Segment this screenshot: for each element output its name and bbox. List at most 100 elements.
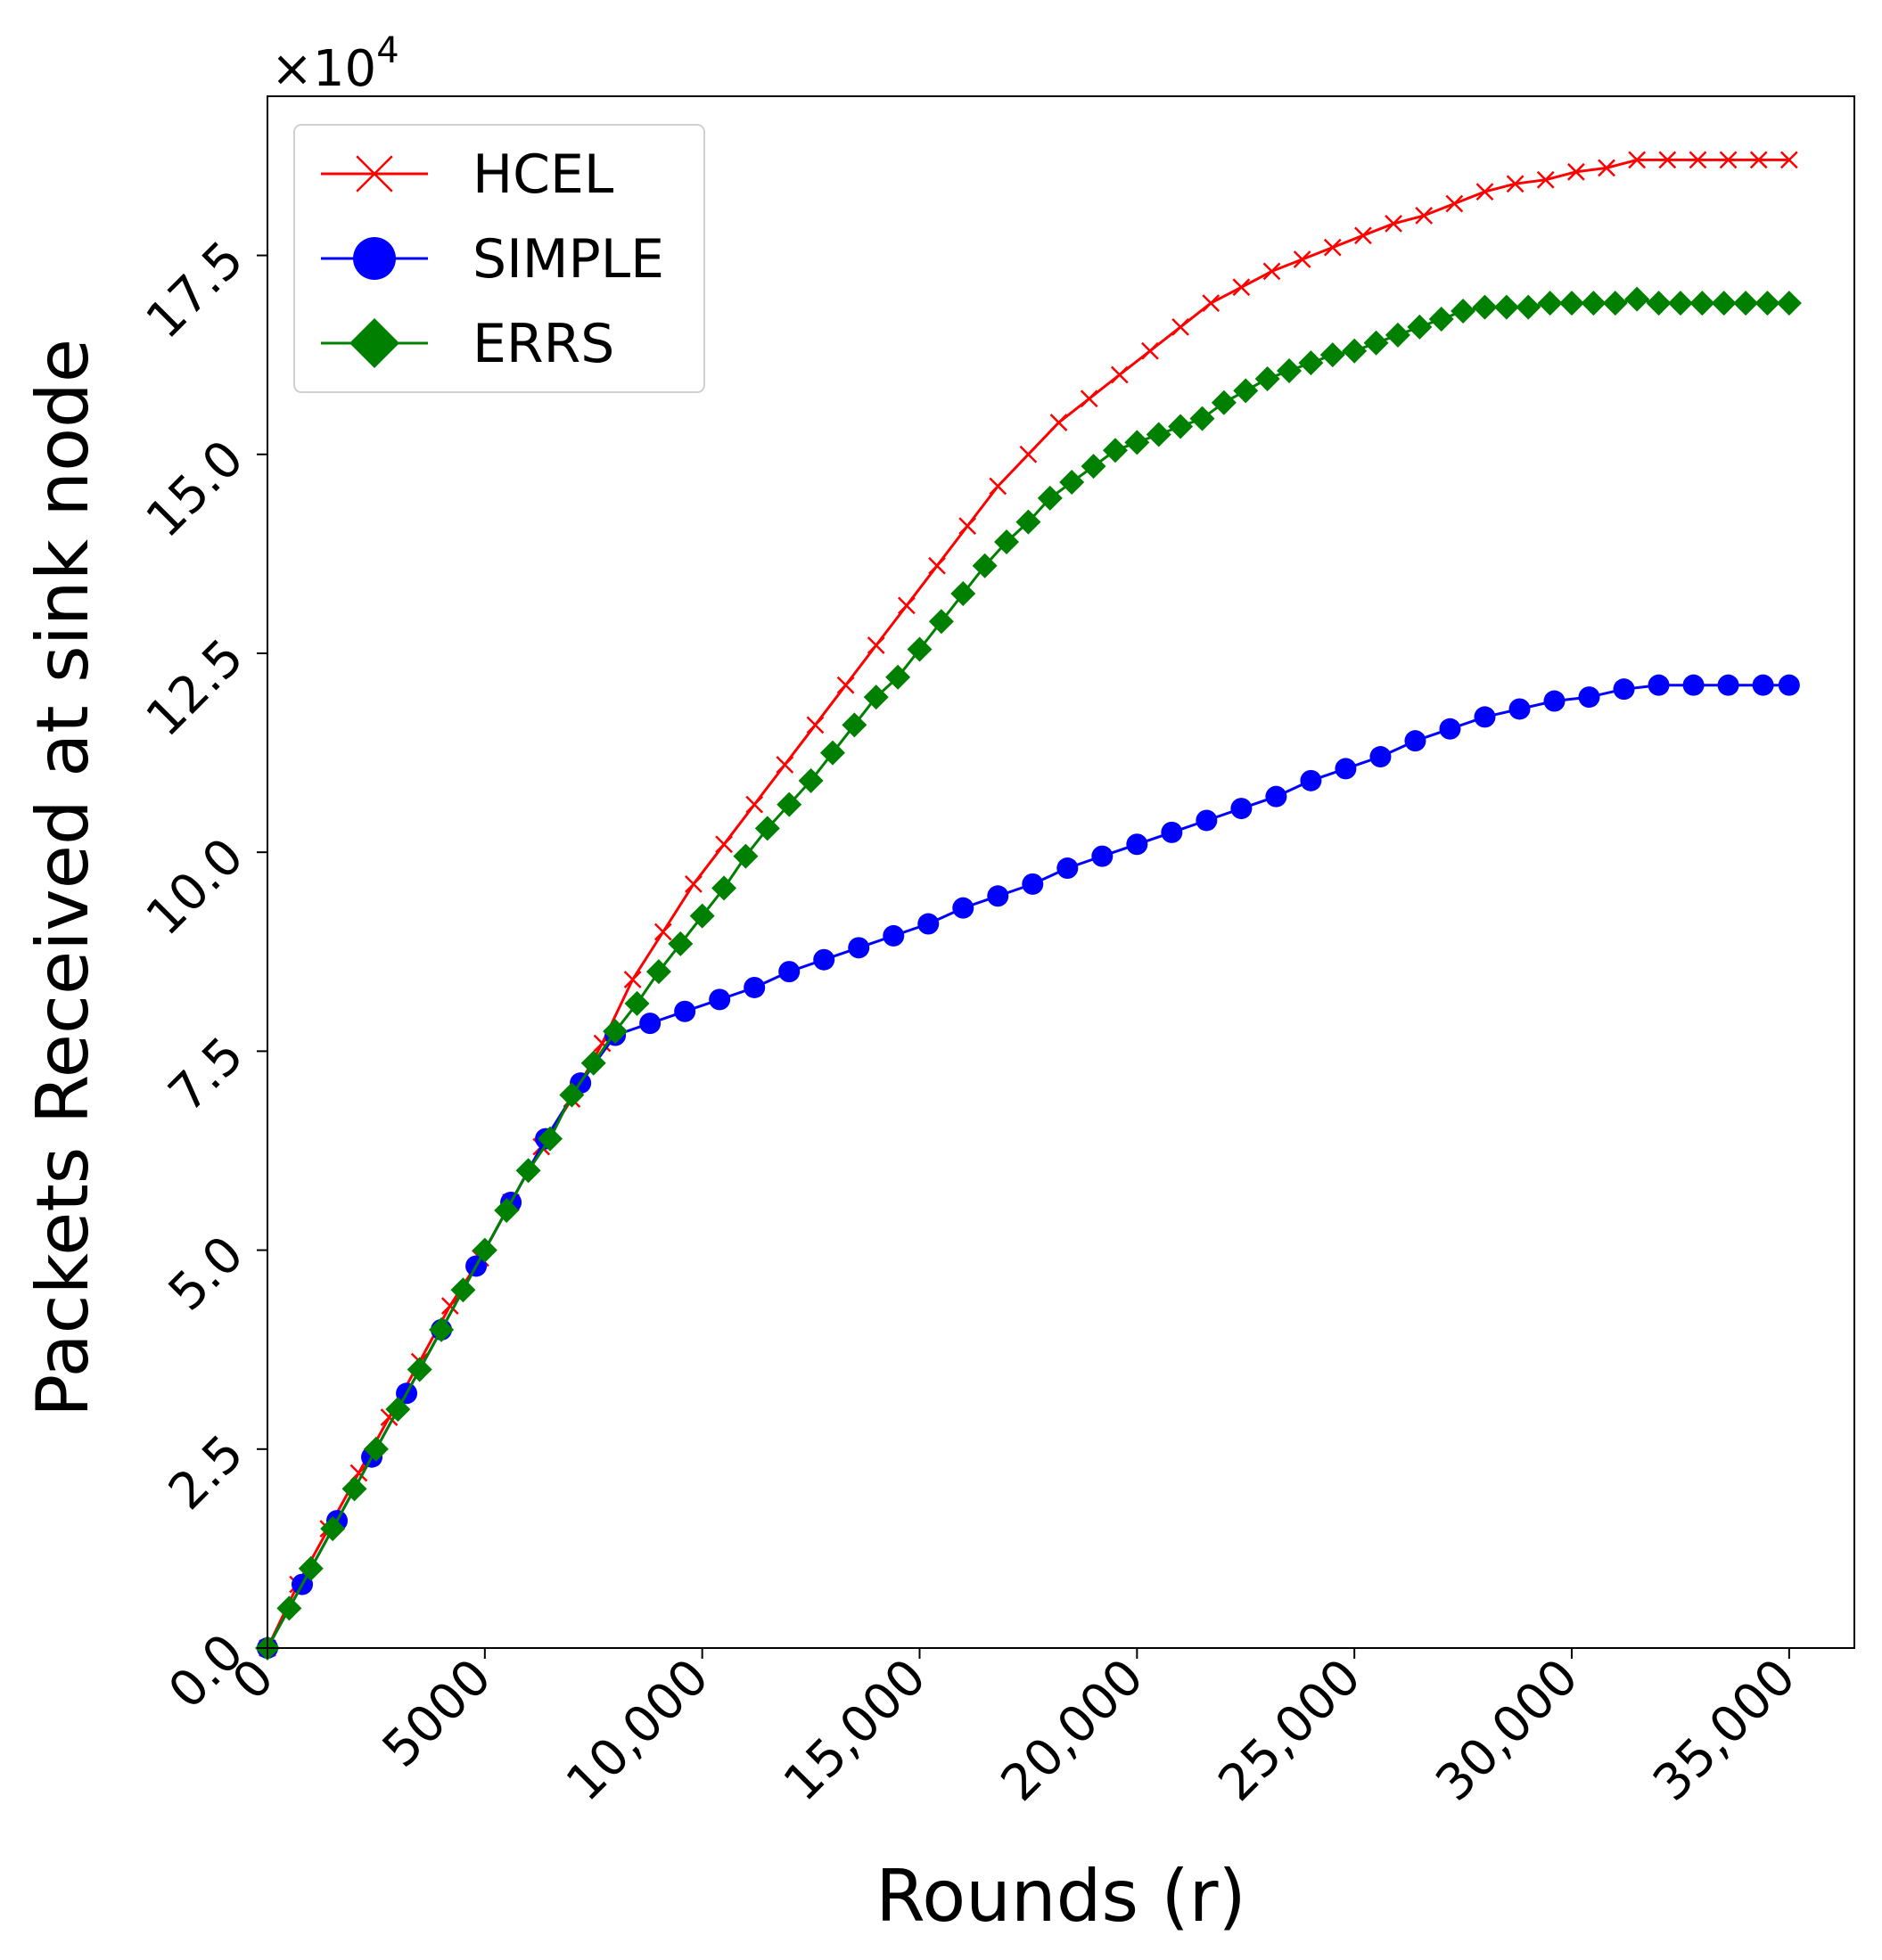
- data-point-errs: [276, 1595, 302, 1621]
- data-point-simple: [1126, 833, 1148, 856]
- data-point-hcel: [1202, 294, 1220, 313]
- data-point-errs: [863, 685, 889, 710]
- data-point-errs: [1081, 454, 1106, 480]
- data-point-hcel: [653, 923, 672, 941]
- data-point-errs: [1102, 438, 1128, 463]
- y-axis-label: Packets Received at sink node: [21, 339, 104, 1417]
- data-point-simple: [1335, 758, 1357, 780]
- data-point-hcel: [776, 756, 794, 774]
- legend-item-simple: SIMPLE: [321, 228, 664, 291]
- data-point-simple: [1056, 857, 1079, 880]
- data-point-errs: [472, 1237, 497, 1263]
- data-point-simple: [987, 885, 1009, 907]
- data-point-hcel: [806, 716, 825, 734]
- data-point-errs: [624, 990, 650, 1016]
- data-point-errs: [1472, 294, 1498, 320]
- data-point-errs: [1493, 294, 1519, 320]
- data-point-errs: [1537, 291, 1563, 316]
- data-point-hcel: [1536, 170, 1555, 189]
- data-point-errs: [1189, 406, 1215, 431]
- data-point-errs: [1342, 338, 1368, 364]
- data-point-errs: [1233, 378, 1259, 404]
- data-point-hcel: [440, 1297, 459, 1315]
- data-point-errs: [494, 1197, 520, 1223]
- legend-items: HCEL SIMPLE ERRS: [321, 144, 664, 375]
- data-point-errs: [1037, 485, 1063, 511]
- data-point-errs: [1124, 430, 1150, 455]
- data-point-simple: [1543, 690, 1566, 712]
- data-point-hcel: [1598, 159, 1615, 177]
- plot-frame: [267, 95, 1855, 1649]
- data-point-simple: [917, 913, 940, 935]
- legend-frame: [293, 124, 705, 393]
- data-point-hcel: [1323, 238, 1342, 257]
- data-point-errs: [1428, 306, 1454, 332]
- data-point-simple: [1648, 674, 1670, 696]
- legend-marker: [356, 155, 393, 193]
- legend-label: SIMPLE: [473, 228, 664, 291]
- data-point-errs: [842, 712, 867, 738]
- data-point-hcel: [1385, 214, 1402, 233]
- data-point-errs: [537, 1126, 563, 1152]
- data-point-errs: [885, 664, 911, 690]
- data-point-simple: [952, 897, 974, 919]
- legend-item-errs: ERRS: [321, 313, 614, 375]
- data-point-simple: [848, 937, 870, 959]
- data-point-simple: [883, 924, 905, 947]
- data-point-hcel: [745, 795, 764, 814]
- data-point-hcel: [1354, 226, 1372, 245]
- data-point-hcel: [1293, 250, 1311, 268]
- data-point-hcel: [1749, 151, 1768, 169]
- data-point-simple: [1300, 769, 1322, 791]
- data-point-errs: [819, 740, 845, 766]
- data-point-errs: [1407, 314, 1433, 340]
- data-point-errs: [1733, 291, 1759, 316]
- data-point-hcel: [989, 477, 1007, 496]
- data-point-errs: [385, 1397, 411, 1423]
- legend-label: HCEL: [473, 144, 614, 206]
- y-scale-multiplier: ×104: [271, 30, 399, 98]
- data-point-hcel: [1658, 151, 1677, 169]
- data-point-errs: [559, 1082, 585, 1108]
- data-point-errs: [798, 767, 824, 793]
- data-point-errs: [603, 1019, 629, 1045]
- data-point-simple: [1578, 686, 1600, 709]
- data-point-hcel: [958, 517, 977, 536]
- data-point-errs: [645, 959, 671, 985]
- data-point-hcel: [1719, 151, 1738, 169]
- data-point-simple: [1369, 746, 1392, 768]
- data-point-hcel: [1689, 151, 1707, 169]
- data-point-errs: [1277, 358, 1303, 384]
- data-point-simple: [1752, 674, 1774, 696]
- data-point-errs: [407, 1357, 432, 1382]
- data-point-errs: [972, 553, 998, 578]
- data-point-errs: [1559, 291, 1585, 316]
- data-point-hcel: [623, 971, 642, 988]
- data-point-simple: [1161, 821, 1183, 843]
- data-point-errs: [341, 1476, 367, 1502]
- data-point-errs: [1059, 470, 1085, 496]
- data-point-simple: [1778, 674, 1800, 696]
- legend-item-hcel: HCEL: [321, 144, 614, 206]
- data-point-simple: [1717, 674, 1739, 696]
- data-point-errs: [1516, 294, 1541, 320]
- data-point-errs: [429, 1316, 455, 1342]
- data-point-simple: [674, 1000, 696, 1022]
- data-point-errs: [320, 1516, 346, 1542]
- data-point-errs: [668, 931, 694, 956]
- data-point-errs: [298, 1555, 324, 1581]
- data-point-hcel: [1019, 445, 1038, 463]
- data-point-errs: [711, 875, 737, 901]
- data-point-hcel: [897, 596, 916, 615]
- data-point-errs: [1776, 291, 1802, 316]
- data-point-errs: [1581, 291, 1607, 316]
- data-point-simple: [813, 948, 835, 971]
- data-point-errs: [1319, 342, 1345, 368]
- data-point-simple: [1474, 706, 1496, 728]
- data-point-simple: [639, 1013, 662, 1035]
- data-point-simple: [1022, 873, 1044, 895]
- data-point-errs: [1711, 291, 1737, 316]
- data-point-errs: [1298, 350, 1324, 376]
